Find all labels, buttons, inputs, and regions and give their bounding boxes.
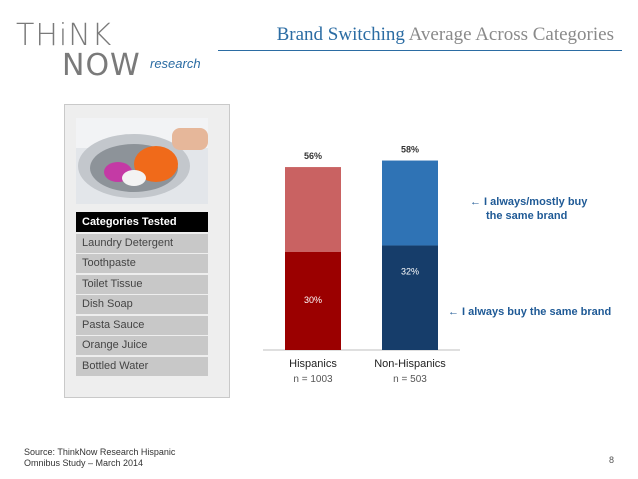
brand-switching-chart: 30% 56% Hispanics n = 1003 32% 58% Non-Hispani… bbox=[263, 145, 611, 385]
categories-list: Categories Tested Laundry Detergent Toot… bbox=[76, 212, 208, 376]
legend-mostly-same-brand: ← I always/mostly buy the same brand bbox=[470, 196, 588, 222]
x-tick-label: Non-Hispanics bbox=[374, 358, 446, 370]
page-number: 8 bbox=[608, 455, 614, 465]
data-label: 30% bbox=[304, 295, 322, 305]
sample-size-label: n = 503 bbox=[393, 374, 427, 385]
x-tick-label: Hispanics bbox=[289, 358, 337, 370]
title-accent: Brand Switching bbox=[276, 24, 405, 45]
source-line: Omnibus Study – March 2014 bbox=[24, 458, 144, 468]
total-label: 58% bbox=[401, 145, 419, 155]
category-item: Toilet Tissue bbox=[76, 274, 208, 294]
laundry-photo bbox=[76, 118, 208, 204]
category-item: Pasta Sauce bbox=[76, 315, 208, 335]
category-item: Laundry Detergent bbox=[76, 233, 208, 253]
bar-always-same-brand bbox=[382, 245, 438, 350]
category-item: Dish Soap bbox=[76, 295, 208, 314]
page-title: Brand Switching Average Across Categorie… bbox=[277, 24, 614, 46]
categories-header: Categories Tested bbox=[76, 212, 208, 232]
category-item: Bottled Water bbox=[76, 356, 208, 376]
total-label: 56% bbox=[304, 151, 322, 161]
bar-always-same-brand bbox=[285, 252, 341, 350]
category-item: Toothpaste bbox=[76, 254, 208, 273]
source-note: Source: ThinkNow Research Hispanic Omnib… bbox=[24, 447, 224, 469]
sample-size-label: n = 1003 bbox=[293, 374, 333, 385]
bar-mostly-same-brand bbox=[382, 160, 438, 246]
title-rest: Average Across Categories bbox=[404, 24, 614, 45]
category-item: Orange Juice bbox=[76, 336, 208, 355]
bar-mostly-same-brand bbox=[285, 167, 341, 252]
logo-think: THiNK bbox=[16, 18, 113, 53]
source-line: Source: ThinkNow Research Hispanic bbox=[24, 447, 176, 457]
title-divider bbox=[218, 50, 622, 51]
logo-now: NOW bbox=[62, 48, 141, 83]
logo-research: research bbox=[150, 56, 201, 71]
legend-always-same-brand: ← I always buy the same brand bbox=[448, 306, 611, 318]
data-label: 32% bbox=[401, 267, 419, 277]
laundry-image-icon bbox=[76, 118, 208, 204]
